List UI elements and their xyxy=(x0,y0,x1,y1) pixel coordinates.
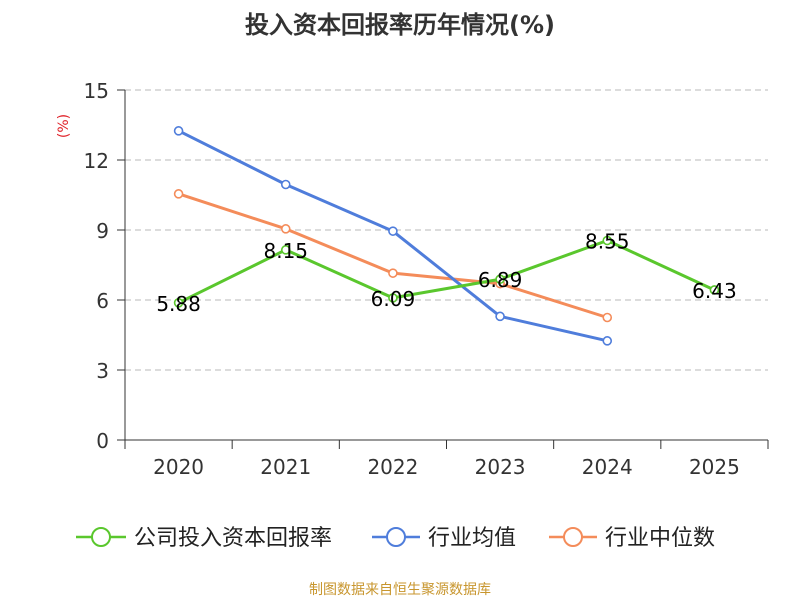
y-tick-label-9: 9 xyxy=(96,219,109,243)
point-0-2025[interactable] xyxy=(709,285,720,295)
point-1-2023[interactable] xyxy=(495,311,505,322)
data-label-2024: 8.55 xyxy=(585,230,630,254)
source-note: 制图数据来自恒生聚源数据库 xyxy=(309,582,491,598)
point-0-2021[interactable] xyxy=(280,245,291,255)
legend-marker-industry-median xyxy=(563,527,583,547)
chart-title: 投入资本回报率历年情况(%) xyxy=(245,11,555,39)
legend-item-industry-median[interactable]: 行业中位数 xyxy=(549,526,715,551)
data-label-2022: 6.09 xyxy=(371,287,416,311)
y-tick-label-3: 3 xyxy=(96,359,109,383)
point-0-2020[interactable] xyxy=(173,297,184,308)
x-tick-label-2021: 2021 xyxy=(260,455,311,479)
y-tick-label-15: 15 xyxy=(84,79,109,103)
series-lines xyxy=(173,126,720,346)
point-2-2024[interactable] xyxy=(602,312,613,323)
point-1-2020[interactable] xyxy=(173,126,184,136)
axes: 0 3 6 9 12 15 2020 2021 2022 2023 2024 2025 xyxy=(84,79,769,479)
x-tick-label-2023: 2023 xyxy=(475,455,526,479)
data-label-2021: 8.15 xyxy=(263,239,308,263)
point-1-2024[interactable] xyxy=(602,336,613,346)
legend-marker-industry-mean xyxy=(386,527,406,547)
data-labels: 5.88 8.15 6.09 6.89 8.55 6.43 xyxy=(156,230,736,316)
data-label-2020: 5.88 xyxy=(156,292,201,316)
legend-label-company: 公司投入资本回报率 xyxy=(134,526,332,551)
x-tick-label-2024: 2024 xyxy=(582,455,633,479)
x-tick-label-2025: 2025 xyxy=(689,455,740,479)
y-tick-label-12: 12 xyxy=(84,149,109,173)
point-2-2022[interactable] xyxy=(388,268,398,278)
legend-item-company[interactable]: 公司投入资本回报率 xyxy=(76,526,332,551)
legend-marker-company xyxy=(91,527,111,547)
point-2-2021[interactable] xyxy=(280,224,291,234)
grid-lines xyxy=(125,89,768,371)
legend: 公司投入资本回报率 行业均值 行业中位数 xyxy=(76,526,715,551)
legend-label-industry-mean: 行业均值 xyxy=(428,526,516,551)
point-0-2023[interactable] xyxy=(495,274,505,285)
point-0-2024[interactable] xyxy=(602,235,613,246)
x-tick-label-2020: 2020 xyxy=(153,455,204,479)
point-1-2022[interactable] xyxy=(388,226,398,236)
series-0 xyxy=(173,235,720,308)
series-1 xyxy=(173,126,613,346)
x-tick-label-2022: 2022 xyxy=(367,455,418,479)
series-line-0 xyxy=(177,239,716,305)
point-0-2022[interactable] xyxy=(388,293,398,303)
legend-label-industry-median: 行业中位数 xyxy=(605,526,715,551)
point-2-2020[interactable] xyxy=(173,189,184,199)
legend-item-industry-mean[interactable]: 行业均值 xyxy=(372,526,516,551)
data-label-2025: 6.43 xyxy=(692,279,737,303)
y-tick-label-0: 0 xyxy=(96,429,109,453)
data-label-2023: 6.89 xyxy=(478,268,523,292)
y-tick-label-6: 6 xyxy=(96,289,109,313)
point-1-2021[interactable] xyxy=(280,179,291,190)
y-axis-unit-label: (%) xyxy=(56,114,72,138)
